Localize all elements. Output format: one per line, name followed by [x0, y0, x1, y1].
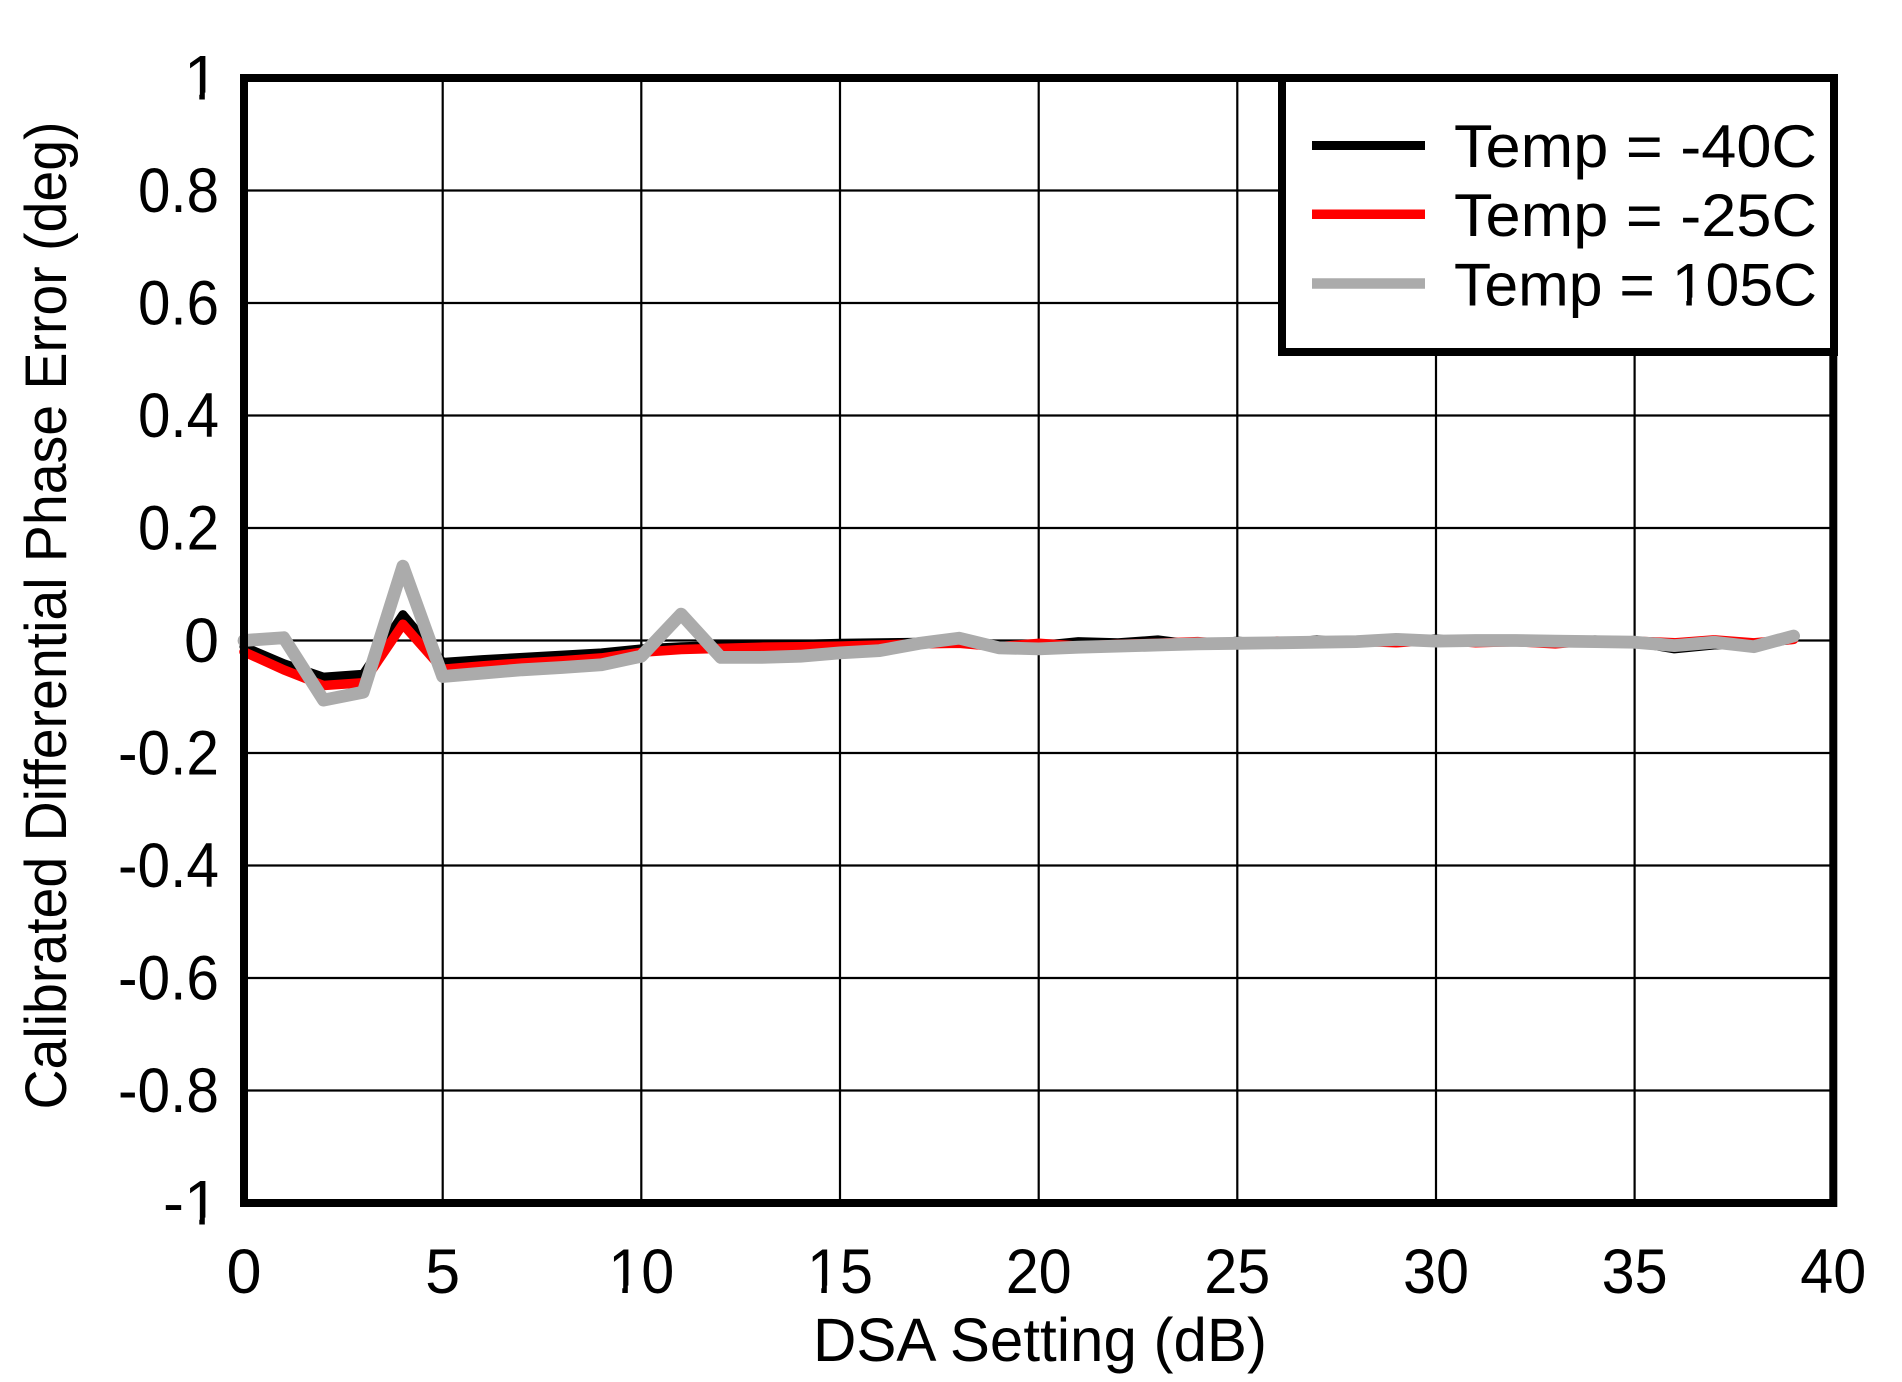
svg-text:Temp = -40C: Temp = -40C — [1454, 113, 1817, 180]
svg-text:1: 1 — [184, 44, 219, 114]
svg-text:0.2: 0.2 — [138, 494, 219, 564]
svg-text:-0.6: -0.6 — [118, 944, 219, 1014]
svg-text:Temp = 105C: Temp = 105C — [1454, 251, 1817, 318]
svg-text:Temp = -25C: Temp = -25C — [1454, 182, 1817, 249]
svg-text:25: 25 — [1204, 1237, 1270, 1307]
svg-text:Calibrated Differential Phase: Calibrated Differential Phase Error (deg… — [14, 122, 79, 1110]
svg-text:40: 40 — [1800, 1237, 1866, 1307]
svg-text:0.8: 0.8 — [138, 156, 219, 226]
svg-text:0: 0 — [226, 1237, 261, 1307]
svg-text:0: 0 — [184, 606, 219, 676]
svg-text:0.4: 0.4 — [138, 381, 219, 451]
svg-text:DSA Setting (dB): DSA Setting (dB) — [813, 1306, 1267, 1374]
svg-text:20: 20 — [1006, 1237, 1072, 1307]
svg-text:-1: -1 — [163, 1169, 219, 1239]
svg-text:5: 5 — [425, 1237, 460, 1307]
svg-text:15: 15 — [807, 1237, 873, 1307]
svg-text:-0.2: -0.2 — [118, 719, 219, 789]
svg-text:-0.8: -0.8 — [118, 1056, 219, 1126]
svg-text:0.6: 0.6 — [138, 269, 219, 339]
svg-text:30: 30 — [1403, 1237, 1469, 1307]
svg-text:-0.4: -0.4 — [118, 831, 219, 901]
svg-text:10: 10 — [608, 1237, 674, 1307]
svg-text:35: 35 — [1602, 1237, 1668, 1307]
